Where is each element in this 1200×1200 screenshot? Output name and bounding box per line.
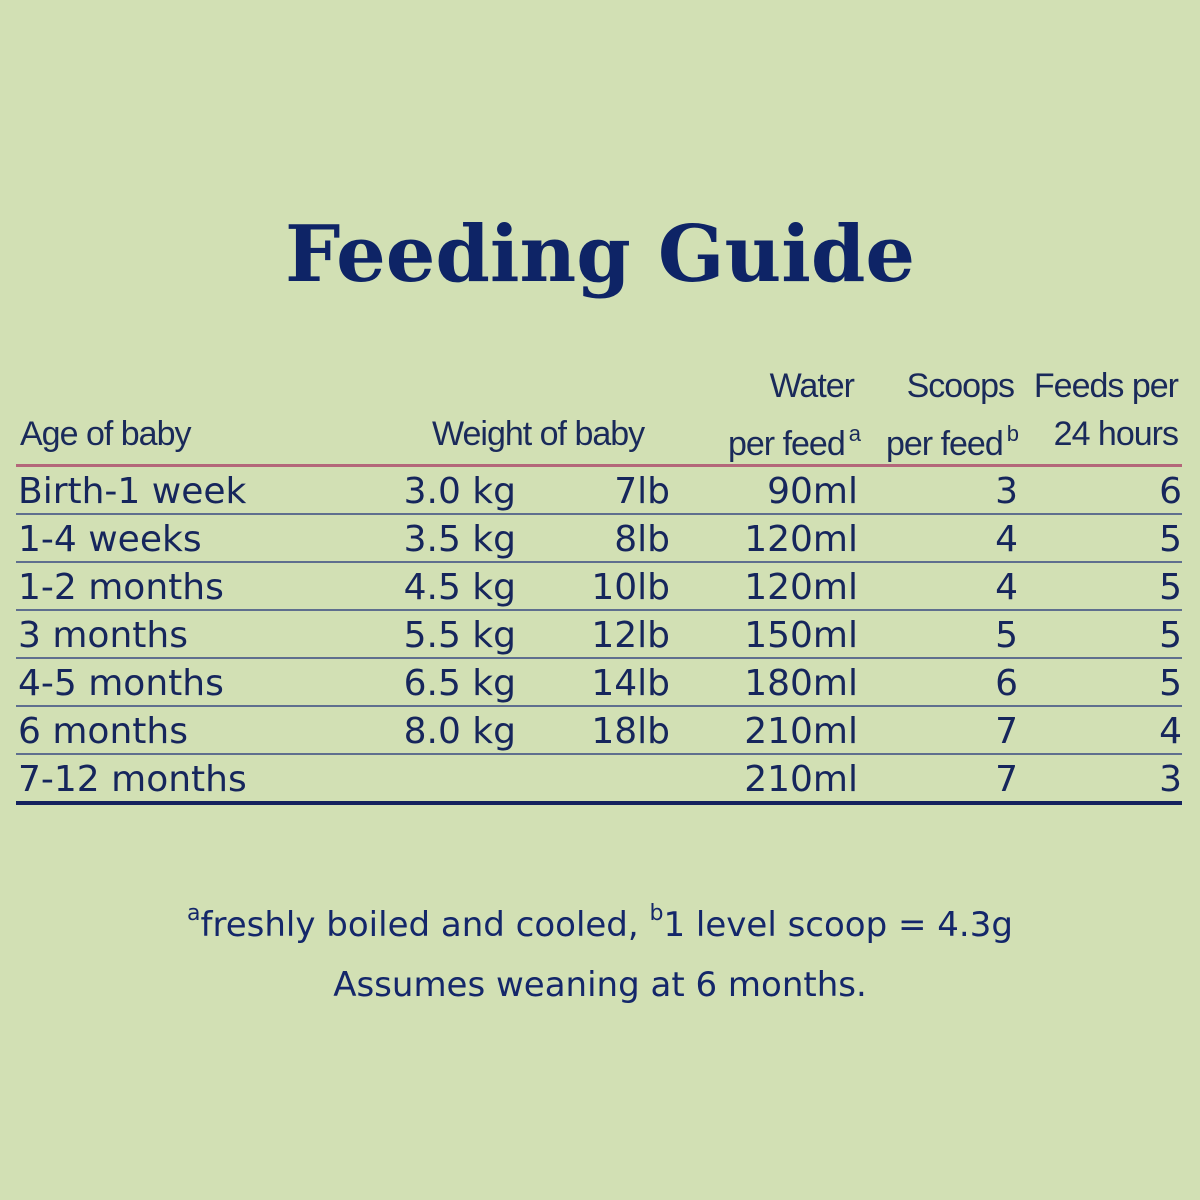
header-water-text: per feed [727, 425, 846, 463]
cell-scoops: 6 [995, 663, 1018, 704]
cell-age: 1-2 months [18, 567, 224, 608]
header-feeds-line1: Feeds per [1033, 367, 1179, 405]
cell-scoops: 5 [995, 615, 1018, 656]
cell-scoops: 7 [995, 759, 1018, 800]
footnote-line: afreshly boiled and cooled, b1 level sco… [0, 884, 1200, 955]
cell-water: 120ml [744, 519, 858, 560]
cell-water: 210ml [744, 711, 858, 752]
cell-feeds: 5 [1159, 615, 1182, 656]
header-scoops-line1: Scoops [906, 367, 1015, 405]
cell-age: Birth-1 week [18, 471, 247, 512]
footnote-marker-a: a [848, 421, 861, 446]
footnote-b-text: 1 level scoop = 4.3g [663, 905, 1013, 945]
table-row: 1-2 months 4.5 kg 10lb 120ml 4 5 [16, 563, 1182, 611]
cell-feeds: 3 [1159, 759, 1182, 800]
table-header: Age of baby Weight of baby Water per fee… [16, 362, 1182, 464]
cell-water: 90ml [767, 471, 858, 512]
footnotes: afreshly boiled and cooled, b1 level sco… [0, 884, 1200, 1015]
cell-feeds: 6 [1159, 471, 1182, 512]
table-row: 4-5 months 6.5 kg 14lb 180ml 6 5 [16, 659, 1182, 707]
cell-age: 3 months [18, 615, 188, 656]
header-scoops-text: per feed [885, 425, 1004, 463]
cell-feeds: 5 [1159, 663, 1182, 704]
table-row: 6 months 8.0 kg 18lb 210ml 7 4 [16, 707, 1182, 755]
cell-scoops: 7 [995, 711, 1018, 752]
cell-weight-kg: 6.5 kg [403, 663, 516, 704]
cell-weight-kg: 8.0 kg [403, 711, 516, 752]
cell-feeds: 5 [1159, 567, 1182, 608]
table-row: 7-12 months 210ml 7 3 [16, 755, 1182, 805]
cell-weight-lb: 14lb [591, 663, 670, 704]
cell-feeds: 5 [1159, 519, 1182, 560]
cell-water: 210ml [744, 759, 858, 800]
cell-weight-kg: 3.5 kg [403, 519, 516, 560]
cell-water: 120ml [744, 567, 858, 608]
cell-scoops: 4 [995, 519, 1018, 560]
cell-feeds: 4 [1159, 711, 1182, 752]
cell-scoops: 4 [995, 567, 1018, 608]
weaning-note: Assumes weaning at 6 months. [333, 965, 867, 1005]
cell-weight-lb: 7lb [614, 471, 670, 512]
table-row: 1-4 weeks 3.5 kg 8lb 120ml 4 5 [16, 515, 1182, 563]
header-age: Age of baby [20, 415, 191, 453]
cell-weight-lb: 12lb [591, 615, 670, 656]
cell-age: 1-4 weeks [18, 519, 202, 560]
header-scoops-line2: per feed b [885, 410, 1019, 468]
header-water-line2: per feed a [727, 410, 861, 468]
cell-weight-kg: 3.0 kg [403, 471, 516, 512]
footnote-marker-b: b [1006, 421, 1019, 446]
header-feeds-line2: 24 hours [1053, 415, 1179, 453]
header-water-line1: Water [769, 367, 855, 405]
cell-weight-kg: 5.5 kg [403, 615, 516, 656]
cell-age: 4-5 months [18, 663, 224, 704]
cell-age: 7-12 months [18, 759, 247, 800]
page-title: Feeding Guide [284, 209, 916, 300]
footnote-b-marker: b [649, 901, 664, 926]
footnote-a-marker: a [187, 901, 201, 926]
cell-weight-kg: 4.5 kg [403, 567, 516, 608]
header-weight: Weight of baby [432, 415, 645, 453]
feeding-table: Age of baby Weight of baby Water per fee… [16, 362, 1182, 805]
cell-weight-lb: 18lb [591, 711, 670, 752]
cell-scoops: 3 [995, 471, 1018, 512]
header-divider [16, 464, 1182, 467]
table-row: Birth-1 week 3.0 kg 7lb 90ml 3 6 [16, 467, 1182, 515]
cell-age: 6 months [18, 711, 188, 752]
cell-water: 180ml [744, 663, 858, 704]
table-row: 3 months 5.5 kg 12lb 150ml 5 5 [16, 611, 1182, 659]
cell-weight-lb: 10lb [591, 567, 670, 608]
footnote-a-text: freshly boiled and cooled, [200, 905, 650, 945]
cell-weight-lb: 8lb [614, 519, 670, 560]
cell-water: 150ml [744, 615, 858, 656]
